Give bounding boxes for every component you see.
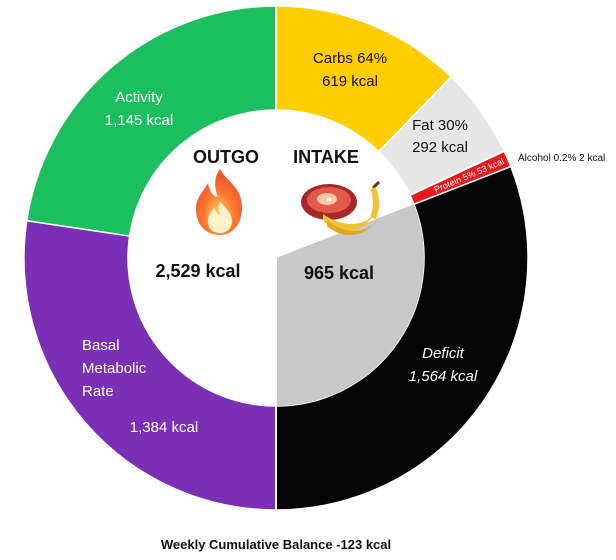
deficit-label: Deficit xyxy=(422,345,465,362)
food-icon xyxy=(301,180,381,236)
segment-deficit xyxy=(275,165,529,511)
bmr-label-line2: Metabolic xyxy=(82,360,147,377)
donut-segments xyxy=(23,5,529,511)
intake-total: 965 kcal xyxy=(304,263,374,283)
fat-label: Fat 30% xyxy=(412,117,468,134)
activity-label: Activity xyxy=(115,89,163,106)
intake-heading: INTAKE xyxy=(293,147,359,167)
outgo-total: 2,529 kcal xyxy=(155,261,240,281)
carbs-value: 619 kcal xyxy=(322,73,378,90)
activity-value: 1,145 kcal xyxy=(105,112,173,129)
bmr-value: 1,384 kcal xyxy=(130,419,198,436)
outgo-heading: OUTGO xyxy=(193,147,259,167)
carbs-label: Carbs 64% xyxy=(313,50,387,67)
bmr-label-line3: Rate xyxy=(82,383,114,400)
bmr-label-line1: Basal xyxy=(82,337,120,354)
inner-outgo-half xyxy=(128,110,276,406)
fat-value: 292 kcal xyxy=(412,139,468,156)
weekly-balance-caption: Weekly Cumulative Balance -123 kcal xyxy=(160,537,392,552)
fire-icon xyxy=(196,169,242,235)
inner-deficit-wedge xyxy=(276,204,424,406)
inner-intake-wedge xyxy=(276,110,414,258)
deficit-value: 1,564 kcal xyxy=(409,368,478,385)
alcohol-label: Alcohol 0.2% 2 kcal xyxy=(518,153,605,164)
